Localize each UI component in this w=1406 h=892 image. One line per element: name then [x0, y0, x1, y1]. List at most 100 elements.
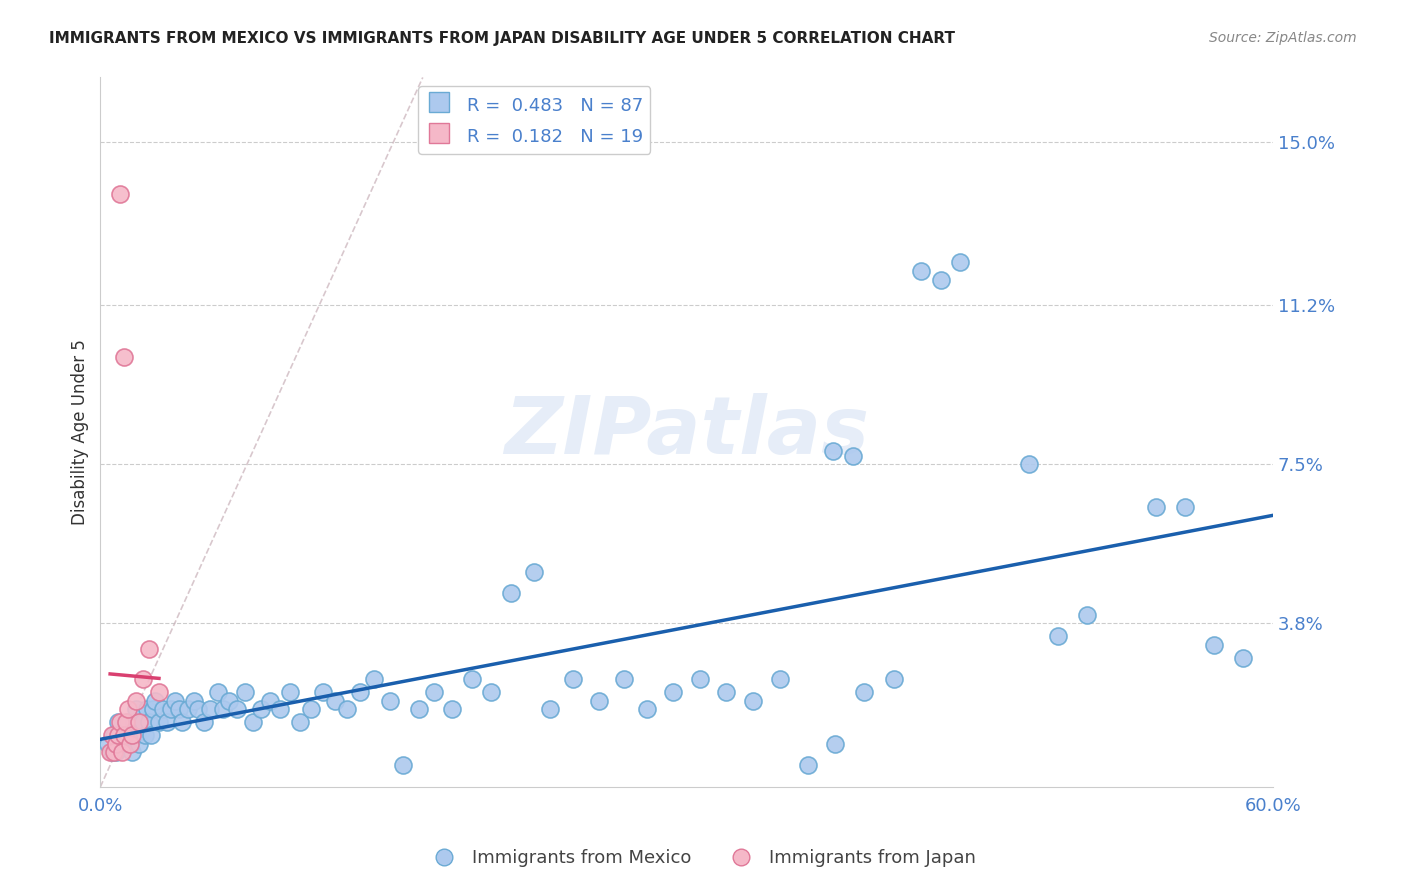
- Point: [742, 694, 765, 708]
- Point: [910, 264, 932, 278]
- Point: [538, 702, 561, 716]
- Point: [98, 746, 121, 760]
- Point: [101, 746, 124, 760]
- Point: [929, 272, 952, 286]
- Point: [363, 673, 385, 687]
- Point: [378, 694, 401, 708]
- Point: [242, 715, 264, 730]
- Point: [408, 702, 430, 716]
- Point: [714, 685, 737, 699]
- Point: [249, 702, 271, 716]
- Point: [104, 737, 127, 751]
- Point: [212, 702, 235, 716]
- Point: [143, 694, 166, 708]
- Point: [269, 702, 291, 716]
- Point: [1046, 629, 1069, 643]
- Point: [823, 444, 845, 458]
- Point: [108, 728, 131, 742]
- Point: [335, 702, 357, 716]
- Point: [588, 694, 610, 708]
- Point: [156, 715, 179, 730]
- Point: [128, 737, 150, 751]
- Point: [128, 715, 150, 730]
- Point: [323, 694, 346, 708]
- Point: [121, 728, 143, 742]
- Point: [107, 728, 129, 742]
- Point: [138, 642, 160, 657]
- Point: [637, 702, 659, 716]
- Text: ZIPatlas: ZIPatlas: [505, 393, 869, 471]
- Legend: R =  0.483   N = 87, R =  0.182   N = 19: R = 0.483 N = 87, R = 0.182 N = 19: [418, 87, 650, 154]
- Legend: Immigrants from Mexico, Immigrants from Japan: Immigrants from Mexico, Immigrants from …: [423, 842, 983, 874]
- Point: [136, 702, 159, 716]
- Point: [107, 715, 129, 730]
- Point: [1144, 500, 1167, 515]
- Point: [172, 715, 194, 730]
- Point: [117, 715, 139, 730]
- Point: [103, 728, 125, 742]
- Point: [259, 694, 281, 708]
- Point: [562, 673, 585, 687]
- Y-axis label: Disability Age Under 5: Disability Age Under 5: [72, 339, 89, 525]
- Point: [134, 728, 156, 742]
- Point: [883, 673, 905, 687]
- Point: [112, 350, 135, 364]
- Point: [148, 685, 170, 699]
- Point: [108, 715, 131, 730]
- Point: [460, 673, 482, 687]
- Point: [1174, 500, 1197, 515]
- Text: IMMIGRANTS FROM MEXICO VS IMMIGRANTS FROM JAPAN DISABILITY AGE UNDER 5 CORRELATI: IMMIGRANTS FROM MEXICO VS IMMIGRANTS FRO…: [49, 31, 955, 46]
- Point: [111, 737, 134, 751]
- Point: [841, 449, 863, 463]
- Point: [141, 728, 163, 742]
- Text: Source: ZipAtlas.com: Source: ZipAtlas.com: [1209, 31, 1357, 45]
- Point: [689, 673, 711, 687]
- Point: [796, 758, 818, 772]
- Point: [122, 715, 145, 730]
- Point: [117, 702, 139, 716]
- Point: [97, 737, 120, 751]
- Point: [1018, 458, 1040, 472]
- Point: [152, 702, 174, 716]
- Point: [613, 673, 636, 687]
- Point: [207, 685, 229, 699]
- Point: [124, 694, 146, 708]
- Point: [193, 715, 215, 730]
- Point: [479, 685, 502, 699]
- Point: [112, 723, 135, 738]
- Point: [121, 746, 143, 760]
- Point: [101, 728, 124, 742]
- Point: [131, 723, 153, 738]
- Point: [132, 673, 155, 687]
- Point: [148, 715, 170, 730]
- Point: [824, 737, 846, 751]
- Point: [108, 186, 131, 201]
- Point: [177, 702, 200, 716]
- Point: [132, 715, 155, 730]
- Point: [103, 746, 125, 760]
- Point: [392, 758, 415, 772]
- Point: [159, 702, 181, 716]
- Point: [118, 728, 141, 742]
- Point: [104, 746, 127, 760]
- Point: [288, 715, 311, 730]
- Point: [114, 715, 136, 730]
- Point: [218, 694, 240, 708]
- Point: [1232, 651, 1254, 665]
- Point: [441, 702, 464, 716]
- Point: [187, 702, 209, 716]
- Point: [523, 565, 546, 579]
- Point: [183, 694, 205, 708]
- Point: [118, 737, 141, 751]
- Point: [499, 586, 522, 600]
- Point: [163, 694, 186, 708]
- Point: [312, 685, 335, 699]
- Point: [233, 685, 256, 699]
- Point: [226, 702, 249, 716]
- Point: [112, 728, 135, 742]
- Point: [769, 673, 792, 687]
- Point: [124, 702, 146, 716]
- Point: [949, 255, 972, 269]
- Point: [111, 746, 134, 760]
- Point: [278, 685, 301, 699]
